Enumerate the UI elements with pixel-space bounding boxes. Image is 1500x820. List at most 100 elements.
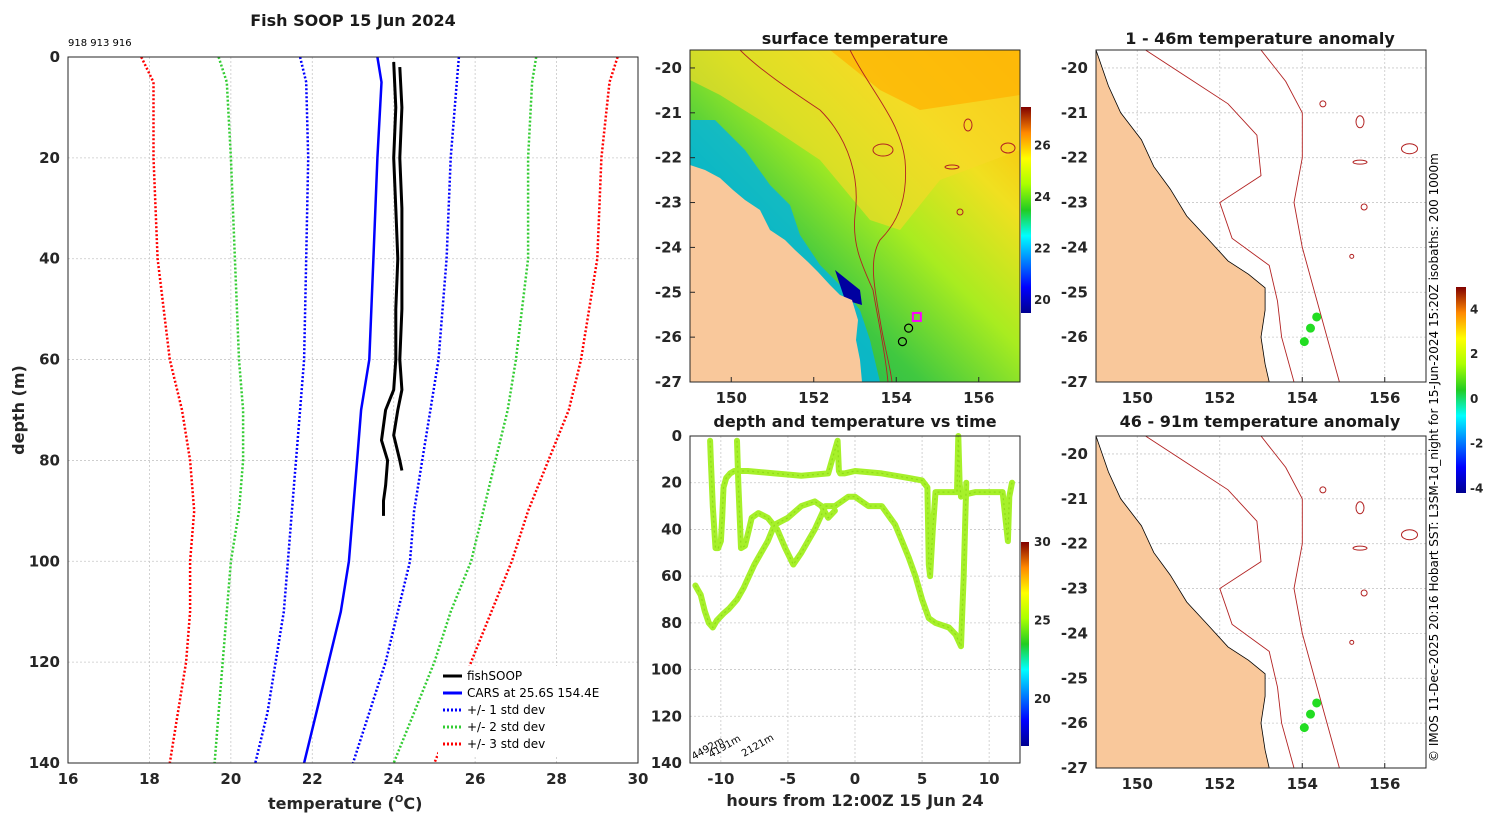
lat-tick-label: -26 bbox=[655, 328, 682, 346]
sst-isobath-200 bbox=[739, 50, 889, 382]
x-tick-label: 24 bbox=[383, 770, 404, 788]
seamount-contour bbox=[1349, 253, 1355, 259]
lat-tick-label: -22 bbox=[655, 149, 682, 167]
y-tick-label: 80 bbox=[39, 451, 60, 469]
y-tick-label: 20 bbox=[661, 474, 682, 492]
y-tick-label: 40 bbox=[661, 520, 682, 538]
seamount-contour bbox=[1360, 203, 1368, 211]
profile-xlabel-sup: O bbox=[395, 794, 404, 805]
legend-box bbox=[438, 666, 628, 757]
y-tick-label: 20 bbox=[39, 149, 60, 167]
y-tick-label: 40 bbox=[39, 250, 60, 268]
lon-tick-label: 150 bbox=[1122, 389, 1153, 407]
x-tick-label: 30 bbox=[628, 770, 649, 788]
depth-track-dots bbox=[736, 440, 967, 647]
sst-isobath-1000 bbox=[849, 50, 907, 382]
profile-xlabel-main: temperature ( bbox=[268, 794, 395, 813]
sst-field bbox=[690, 50, 1020, 382]
lat-tick-label: -21 bbox=[655, 104, 682, 122]
sst-map-panel: surface temperature 150 152 154 156 -20 -21 -2… bbox=[655, 29, 1051, 407]
dvt-frame bbox=[689, 435, 1021, 764]
lat-tick-label: -24 bbox=[1061, 624, 1088, 642]
sst-ticks: 150 152 154 156 -20 -21 -22 -23 -24 -25 -26 -27 bbox=[655, 59, 995, 407]
main-title: Fish SOOP 15 Jun 2024 bbox=[250, 11, 456, 30]
depth-time-panel: depth and temperature vs time -10 -5 0 5 100… bbox=[651, 412, 1051, 810]
anomaly-land bbox=[1095, 49, 1270, 383]
colorbar-tick-label: -4 bbox=[1470, 482, 1483, 496]
lat-tick-label: -25 bbox=[1061, 283, 1088, 301]
profile-ticks: 16 18 20 22 24 26 28 30 0 20 40 60 80 100 120 140 bbox=[29, 48, 649, 788]
colorbar-tick-label: 20 bbox=[1034, 293, 1051, 307]
seamount-contour bbox=[1401, 143, 1418, 155]
y-tick-label: 0 bbox=[50, 48, 60, 66]
std1-line bbox=[254, 56, 310, 764]
sst-colorbar-ticks: 20 22 24 26 bbox=[1034, 139, 1051, 308]
sst-colorbar bbox=[1021, 107, 1031, 313]
std1-line bbox=[351, 56, 461, 764]
lat-tick-label: -26 bbox=[1061, 328, 1088, 346]
lon-tick-label: 150 bbox=[1122, 775, 1153, 793]
x-tick-label: -10 bbox=[707, 770, 734, 788]
colorbar-tick-label: 0 bbox=[1470, 392, 1478, 406]
anomaly-frame bbox=[1095, 49, 1427, 383]
anomaly-point bbox=[1299, 723, 1309, 733]
y-tick-label: 0 bbox=[672, 427, 682, 445]
profile-lines bbox=[140, 56, 619, 764]
std3-line bbox=[433, 56, 619, 764]
dvt-tracks bbox=[692, 433, 1015, 650]
lon-tick-label: 152 bbox=[798, 389, 829, 407]
colorbar-tick-label: -2 bbox=[1470, 437, 1483, 451]
colorbar-tick-label: 4 bbox=[1470, 302, 1478, 316]
lon-tick-label: 152 bbox=[1204, 389, 1235, 407]
sst-coldest-patch bbox=[835, 270, 862, 305]
anomaly-shallow-title: 1 - 46m temperature anomaly bbox=[1125, 29, 1395, 48]
lat-tick-label: -27 bbox=[1061, 373, 1088, 391]
lon-tick-label: 156 bbox=[963, 389, 994, 407]
anomaly-deep-body: 150 152 154 156 -20 -21 -22 -23 -24 -25 -26 -27 bbox=[1061, 435, 1427, 793]
dvt-colorbar bbox=[1021, 542, 1029, 746]
sst-hot-area bbox=[830, 50, 1020, 110]
std3-line bbox=[140, 56, 196, 764]
profile-panel: 16 18 20 22 24 26 28 30 0 20 40 60 80 100 120 140 depth… bbox=[9, 48, 648, 813]
x-tick-label: 5 bbox=[917, 770, 927, 788]
y-tick-label: 60 bbox=[661, 567, 682, 585]
lat-tick-label: -20 bbox=[1061, 445, 1088, 463]
dvt-grid bbox=[690, 435, 1020, 764]
float-ids-label: 918 913 916 bbox=[68, 38, 132, 49]
x-tick-label: 0 bbox=[850, 770, 860, 788]
sst-title: surface temperature bbox=[762, 29, 949, 48]
anomaly-frame bbox=[1095, 435, 1427, 769]
seamount-contour bbox=[1352, 159, 1368, 165]
x-tick-label: 26 bbox=[465, 770, 486, 788]
x-tick-label: 18 bbox=[139, 770, 160, 788]
seamount-contour bbox=[1319, 100, 1327, 108]
anomaly-isobath bbox=[1260, 435, 1340, 769]
lon-tick-label: 150 bbox=[716, 389, 747, 407]
lon-tick-label: 154 bbox=[1287, 389, 1318, 407]
lat-tick-label: -22 bbox=[1061, 535, 1088, 553]
anomaly-shallow-body: 150 152 154 156 -20 -21 -22 -23 -24 -25 -26 -27 bbox=[1061, 49, 1427, 407]
sst-markers bbox=[897, 311, 922, 347]
anomaly-point bbox=[1312, 312, 1322, 322]
y-tick-label: 100 bbox=[651, 661, 682, 679]
credit-note: © IMOS 11-Dec-2025 20:16 Hobart SST: L3S… bbox=[1427, 153, 1441, 762]
colorbar-tick-label: 25 bbox=[1034, 613, 1051, 627]
dvt-title: depth and temperature vs time bbox=[713, 412, 996, 431]
lon-tick-label: 156 bbox=[1369, 775, 1400, 793]
sst-seamount-contour bbox=[963, 118, 973, 132]
colorbar-tick-label: 22 bbox=[1034, 242, 1051, 256]
y-tick-label: 120 bbox=[29, 653, 60, 671]
seamount-contour bbox=[1319, 486, 1327, 494]
y-tick-label: 100 bbox=[29, 552, 60, 570]
lat-tick-label: -25 bbox=[655, 283, 682, 301]
seamount-contour bbox=[1355, 115, 1365, 129]
profile-legend: fishSOOP CARS at 25.6S 154.4E +/- 1 std … bbox=[438, 666, 628, 757]
lat-tick-label: -27 bbox=[655, 373, 682, 391]
sst-seamount-contour bbox=[872, 143, 894, 157]
float-marker bbox=[904, 323, 914, 333]
dvt-xlabel: hours from 12:00Z 15 Jun 24 bbox=[726, 791, 983, 810]
x-tick-label: 10 bbox=[979, 770, 1000, 788]
anomaly-colorbar bbox=[1456, 287, 1466, 493]
